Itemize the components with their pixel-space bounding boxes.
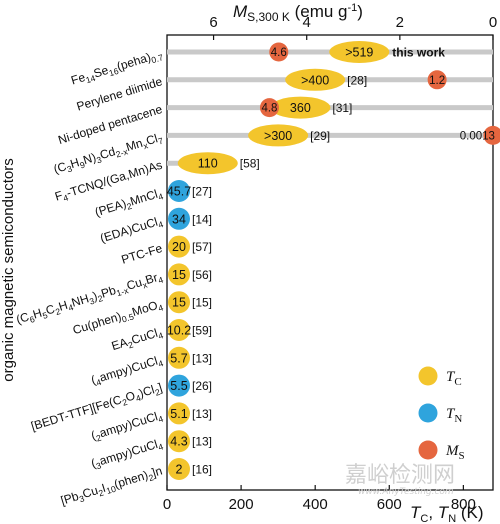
tc-marker [168,235,190,258]
top-tick-label: 6 [209,14,217,31]
tc-marker [168,458,190,480]
ref-label: [56] [192,268,212,282]
tn-marker [168,180,190,202]
value-label: 110 [198,157,218,171]
ref-label: [59] [192,324,212,338]
category-label: EA2CuCl4 [110,324,165,355]
x-tick-label: 600 [377,496,402,513]
tc-marker [177,152,238,175]
ms-label: 1.2 [429,75,445,87]
value-label: 20 [172,240,186,254]
legend-tc-label: TC [446,369,462,388]
tc-marker [248,124,309,147]
ref-label: [16] [192,463,212,477]
value-label: 15 [172,268,186,282]
category-label-group: PTC-Fe [120,241,165,267]
value-label: >519 [345,46,373,60]
ref-label: [58] [240,157,260,171]
tc-marker [285,68,346,91]
category-label: (C3H9N)3Cd2-xMnxCl7 [52,130,165,178]
tc-marker [168,430,190,453]
value-label: 5.7 [170,351,187,365]
value-label: 45.7 [167,185,191,199]
top-tick-label: 2 [396,14,404,31]
ms-marker [427,70,447,90]
x-tick-label: 400 [303,496,328,513]
tc-marker [168,346,190,369]
ref-label: [28] [347,73,367,87]
ms-label: 4.8 [261,103,277,115]
tc-marker [168,291,190,314]
category-label: PTC-Fe [120,241,165,267]
tc-marker [168,402,190,425]
ref-label: [57] [192,240,212,254]
tn-marker [168,207,190,230]
ref-label: [29] [310,129,330,143]
ms-label: 4.6 [271,47,287,59]
category-label: (4ampy)CuCl4 [89,352,164,389]
x-tick-label: 800 [451,496,476,513]
ms-label: 0.0013 [460,130,495,142]
ref-label: [26] [192,379,212,393]
bottom-axis-title: TC, TN (K) [410,503,484,524]
top-axis-title: MS,300 K (emu g-1) [233,2,363,24]
value-label: 5.1 [170,407,187,421]
legend-ms-label: MS [445,443,465,462]
plot-frame [166,34,494,491]
legend-tc-marker [418,366,438,386]
ref-label: [13] [192,435,212,449]
ref-label: [13] [192,351,212,365]
legend-tn-marker [418,403,438,423]
x-tick-label: 0 [163,496,171,513]
tc-marker [270,96,331,119]
value-label: 2 [176,463,183,477]
category-label-group: (C3H9N)3Cd2-xMnxCl7 [52,130,165,178]
ref-label: [15] [192,296,212,310]
category-label-group: EA2CuCl4 [110,324,165,355]
value-label: 15 [172,296,186,310]
tc-marker [168,263,190,286]
ref-label: [14] [192,212,212,226]
ref-label: [31] [332,101,352,115]
value-label: 5.5 [170,379,187,393]
x-tick-label: 200 [229,496,254,513]
tc-marker [329,41,390,63]
legend-ms-marker [418,440,438,460]
value-label: 10.2 [167,324,191,338]
ms-marker [483,125,500,145]
value-label: 360 [290,101,311,115]
y-axis-label: organic magnetic semiconductors [0,158,17,381]
legend-tn-label: TN [446,406,462,425]
category-label-group: [Pb3Cu2I10(phen)2]n [59,463,164,509]
ref-label: [13] [192,407,212,421]
value-label: >300 [264,129,292,143]
value-label: 34 [172,212,186,226]
ref-label: [27] [192,185,212,199]
category-label-group: (4ampy)CuCl4 [89,352,164,389]
value-label: >400 [301,73,329,87]
watermark-subtext: www.AnyTesting.com [358,487,454,497]
tn-marker [168,374,190,397]
ms-marker [269,42,289,62]
highlight-label: this work [392,46,445,60]
category-label: [Pb3Cu2I10(phen)2]n [59,463,164,509]
top-tick-label: 0 [489,14,497,31]
value-label: 4.3 [170,435,187,449]
tc-marker [168,319,190,341]
watermark-text: 嘉峪检测网 [345,463,455,488]
ms-marker [259,98,279,118]
top-tick-label: 4 [303,14,311,31]
